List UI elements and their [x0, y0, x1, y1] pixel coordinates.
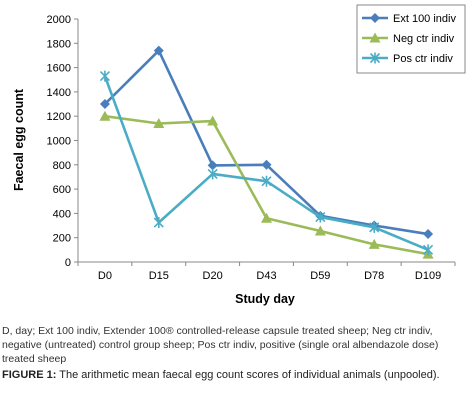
- data-point: [370, 13, 380, 23]
- y-tick-label: 1200: [47, 111, 71, 123]
- x-tick-label: D78: [364, 270, 384, 282]
- x-axis-title: Study day: [235, 292, 295, 306]
- y-tick-label: 0: [65, 257, 71, 269]
- data-point: [153, 217, 164, 229]
- legend: Ext 100 indiv Neg ctr indiv Pos ctr indiv: [356, 4, 466, 74]
- figure-label: FIGURE 1:: [2, 369, 57, 381]
- figure-note: D, day; Ext 100 indiv, Extender 100® con…: [2, 325, 439, 365]
- figure-caption-text: The arithmetic mean faecal egg count sco…: [56, 369, 440, 381]
- y-tick-label: 1400: [47, 87, 71, 99]
- y-tick-label: 400: [53, 208, 71, 220]
- data-point: [369, 32, 381, 43]
- y-tick-label: 600: [53, 184, 71, 196]
- y-tick-label: 2000: [47, 14, 71, 26]
- data-point: [423, 244, 434, 256]
- data-point: [423, 229, 434, 240]
- series-group: [99, 45, 434, 259]
- y-tick-label: 1000: [47, 136, 71, 148]
- y-tick-label: 200: [53, 233, 71, 245]
- x-tick-label: D109: [415, 270, 441, 282]
- series-pos-ctr-indiv: [99, 70, 434, 256]
- x-tick-label: D43: [256, 270, 276, 282]
- data-point: [314, 225, 326, 236]
- legend-entry: Ext 100 indiv: [362, 13, 456, 25]
- y-tick-label: 800: [53, 160, 71, 172]
- data-point: [99, 70, 110, 82]
- data-point: [153, 117, 165, 128]
- x-tick-label: D59: [310, 270, 330, 282]
- x-tick-label: D15: [149, 270, 169, 282]
- data-point: [261, 212, 272, 223]
- data-point: [368, 238, 380, 249]
- y-axis-title: Faecal egg count: [12, 88, 26, 191]
- legend-entry: Neg ctr indiv: [362, 32, 455, 45]
- data-point: [369, 221, 380, 233]
- data-point: [99, 99, 110, 110]
- data-point: [207, 168, 218, 180]
- x-tick-label: D20: [203, 270, 223, 282]
- y-tick-label: 1800: [47, 38, 71, 50]
- data-point: [261, 159, 272, 170]
- data-point: [261, 175, 272, 187]
- data-point: [207, 115, 219, 126]
- x-tick-labels: D0 D15 D20 D43 D59 D78 D109: [77, 262, 456, 282]
- x-tick-label: D0: [98, 270, 112, 282]
- data-point: [369, 52, 381, 64]
- data-point: [153, 45, 164, 56]
- line-chart: 0 200 400 600 800 1000 1200 1400 1600 1800 2000 D0…: [12, 4, 466, 306]
- legend-label: Pos ctr indiv: [393, 53, 453, 65]
- figure-caption: FIGURE 1: The arithmetic mean faecal egg…: [2, 368, 468, 383]
- legend-label: Neg ctr indiv: [393, 33, 455, 45]
- data-point: [207, 160, 218, 171]
- y-tick-labels: 0 200 400 600 800 1000 1200 1400 1600 1800 2000: [47, 14, 78, 269]
- series-ext-100-indiv: [99, 45, 434, 240]
- y-tick-label: 1600: [47, 63, 71, 75]
- legend-label: Ext 100 indiv: [393, 13, 456, 25]
- data-point: [315, 211, 326, 223]
- legend-entry: Pos ctr indiv: [362, 52, 453, 65]
- data-point: [99, 110, 111, 121]
